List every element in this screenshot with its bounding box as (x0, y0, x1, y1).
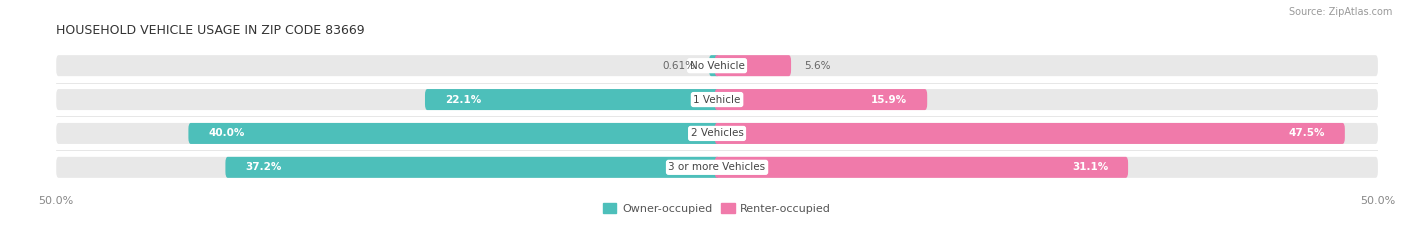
FancyBboxPatch shape (709, 55, 720, 76)
Text: 2 Vehicles: 2 Vehicles (690, 128, 744, 138)
FancyBboxPatch shape (56, 157, 720, 178)
FancyBboxPatch shape (714, 89, 1378, 110)
FancyBboxPatch shape (714, 123, 1378, 144)
Text: 0.61%: 0.61% (662, 61, 696, 71)
FancyBboxPatch shape (714, 157, 1128, 178)
FancyBboxPatch shape (714, 157, 1378, 178)
FancyBboxPatch shape (714, 55, 792, 76)
Text: 31.1%: 31.1% (1071, 162, 1108, 172)
Text: 3 or more Vehicles: 3 or more Vehicles (668, 162, 766, 172)
Text: No Vehicle: No Vehicle (689, 61, 745, 71)
Text: 40.0%: 40.0% (208, 128, 245, 138)
Text: HOUSEHOLD VEHICLE USAGE IN ZIP CODE 83669: HOUSEHOLD VEHICLE USAGE IN ZIP CODE 8366… (56, 24, 366, 37)
FancyBboxPatch shape (225, 157, 720, 178)
Text: Source: ZipAtlas.com: Source: ZipAtlas.com (1288, 7, 1392, 17)
FancyBboxPatch shape (56, 55, 720, 76)
FancyBboxPatch shape (714, 55, 1378, 76)
Text: 1 Vehicle: 1 Vehicle (693, 95, 741, 105)
FancyBboxPatch shape (56, 89, 720, 110)
FancyBboxPatch shape (714, 89, 927, 110)
Text: 47.5%: 47.5% (1288, 128, 1324, 138)
Legend: Owner-occupied, Renter-occupied: Owner-occupied, Renter-occupied (599, 199, 835, 218)
Text: 15.9%: 15.9% (872, 95, 907, 105)
Text: 22.1%: 22.1% (444, 95, 481, 105)
FancyBboxPatch shape (714, 123, 1344, 144)
FancyBboxPatch shape (188, 123, 720, 144)
FancyBboxPatch shape (56, 123, 720, 144)
Text: 5.6%: 5.6% (804, 61, 831, 71)
FancyBboxPatch shape (425, 89, 720, 110)
Text: 37.2%: 37.2% (245, 162, 281, 172)
